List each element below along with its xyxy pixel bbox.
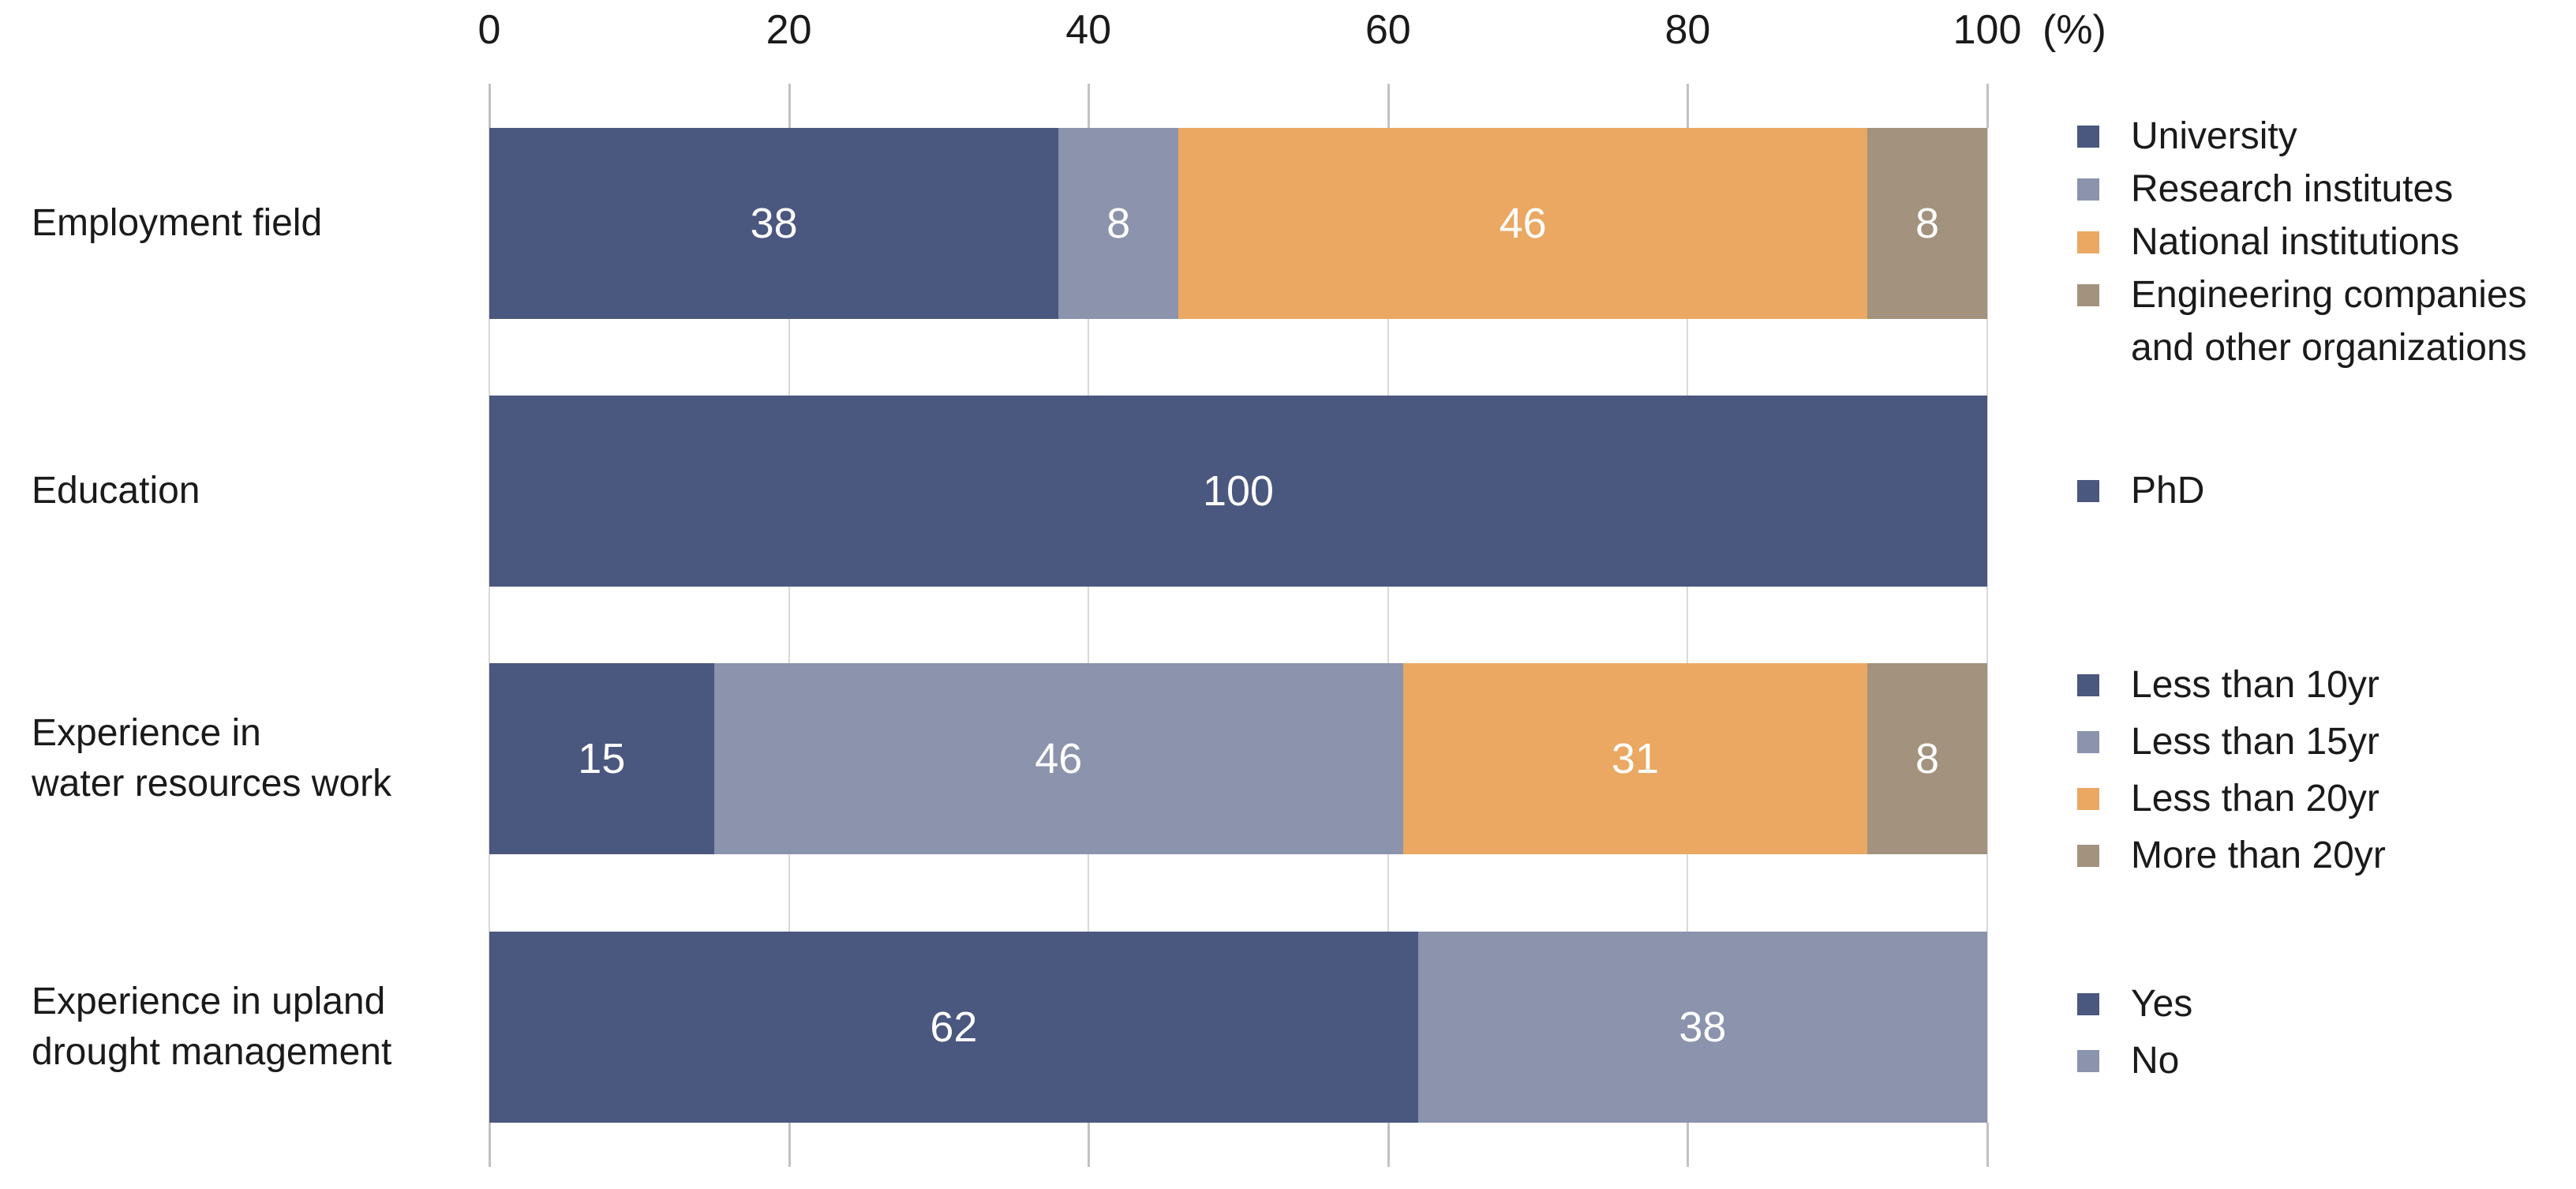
bar-1-segment-0: 100 xyxy=(489,396,1987,587)
bar-2-segment-3: 8 xyxy=(1867,663,1987,854)
bottom-tick-80 xyxy=(1687,1123,1690,1167)
category-label-0: Employment field xyxy=(32,202,323,244)
legend-label-2-0: Less than 10yr xyxy=(2131,664,2379,706)
bar-row-3: 62 38 xyxy=(489,932,1987,1123)
legend-swatch-0-0 xyxy=(2077,126,2099,148)
bottom-tick-100 xyxy=(1986,1123,1989,1167)
legend-swatch-2-2 xyxy=(2077,788,2099,810)
gridline-100 xyxy=(1986,128,1988,1167)
top-tick-60 xyxy=(1387,84,1390,128)
bottom-tick-20 xyxy=(788,1123,791,1167)
category-label-3: Experience in upland drought management xyxy=(32,981,392,1073)
category-label-2: Experience in water resources work xyxy=(32,712,392,805)
bar-0-segment-3-value: 8 xyxy=(1915,200,1940,247)
gridline-20 xyxy=(788,128,790,1167)
x-axis-tick-label-80: 80 xyxy=(1664,7,1711,53)
legend-swatch-3-0 xyxy=(2077,993,2099,1015)
bar-1-segment-0-value: 100 xyxy=(1202,467,1275,515)
bottom-tick-40 xyxy=(1088,1123,1091,1167)
gridline-40 xyxy=(1088,128,1090,1167)
legend-label-2-3: More than 20yr xyxy=(2131,835,2386,876)
legend-swatch-3-1 xyxy=(2077,1050,2099,1072)
gridline-0 xyxy=(489,128,490,1167)
x-axis-tick-label-60: 60 xyxy=(1365,7,1411,53)
bar-2-segment-3-value: 8 xyxy=(1915,735,1940,782)
bar-2-segment-2-value: 31 xyxy=(1611,735,1659,782)
x-axis-tick-label-20: 20 xyxy=(766,7,812,53)
legend-swatch-2-0 xyxy=(2077,674,2099,696)
legend-swatch-2-3 xyxy=(2077,845,2099,867)
x-axis-tick-label-0: 0 xyxy=(477,7,501,53)
legend-swatch-0-3 xyxy=(2077,284,2099,306)
legend-swatch-1-0 xyxy=(2077,480,2099,502)
bar-0-segment-0: 38 xyxy=(489,128,1059,319)
bar-2-segment-0: 15 xyxy=(489,663,714,854)
bar-row-0: 38 8 46 8 xyxy=(489,128,1987,319)
bar-0-segment-1: 8 xyxy=(1058,128,1179,319)
legend-label-0-3: Engineering companies xyxy=(2131,274,2527,316)
top-tick-0 xyxy=(489,84,491,128)
bar-0-segment-2: 46 xyxy=(1178,128,1868,319)
legend-label-2-2: Less than 20yr xyxy=(2131,778,2379,820)
bar-row-2: 15 46 31 8 xyxy=(489,663,1987,854)
top-tick-20 xyxy=(788,84,791,128)
bar-2-segment-2: 31 xyxy=(1402,663,1868,854)
legend-label-1-0: PhD xyxy=(2131,470,2205,512)
x-axis-tick-label-100: 100 xyxy=(1953,7,2022,53)
bar-2-segment-1-value: 46 xyxy=(1035,735,1083,782)
legend-swatch-2-1 xyxy=(2077,731,2099,753)
legend-swatch-0-1 xyxy=(2077,178,2099,201)
legend-label-0-3-cont: and other organizations xyxy=(2131,327,2527,369)
bottom-tick-0 xyxy=(489,1123,491,1167)
x-axis-tick-label-40: 40 xyxy=(1065,7,1112,53)
gridline-60 xyxy=(1387,128,1389,1167)
gridline-80 xyxy=(1687,128,1689,1167)
bar-3-segment-0-value: 62 xyxy=(930,1003,978,1051)
legend-label-2-1: Less than 15yr xyxy=(2131,721,2379,763)
bar-2-segment-0-value: 15 xyxy=(578,735,626,782)
bar-0-segment-0-value: 38 xyxy=(750,200,798,247)
bar-3-segment-1: 38 xyxy=(1417,932,1987,1123)
top-tick-100 xyxy=(1986,84,1989,128)
bar-3-segment-0: 62 xyxy=(489,932,1418,1123)
legend-swatch-0-2 xyxy=(2077,231,2099,253)
bar-0-segment-1-value: 8 xyxy=(1106,200,1131,247)
legend-label-0-0: University xyxy=(2131,115,2297,157)
legend-label-3-0: Yes xyxy=(2131,983,2193,1025)
bar-0-segment-2-value: 46 xyxy=(1499,200,1547,247)
top-tick-40 xyxy=(1088,84,1091,128)
bar-row-1: 100 xyxy=(489,396,1987,587)
top-tick-80 xyxy=(1687,84,1690,128)
bar-2-segment-1: 46 xyxy=(713,663,1403,854)
x-axis-unit-label: (%) xyxy=(2042,7,2106,53)
bar-3-segment-1-value: 38 xyxy=(1679,1003,1727,1051)
legend-label-3-1: No xyxy=(2131,1040,2180,1082)
legend-label-0-1: Research institutes xyxy=(2131,168,2454,210)
category-label-1: Education xyxy=(32,470,200,512)
legend-label-0-2: National institutions xyxy=(2131,221,2460,263)
bar-0-segment-3: 8 xyxy=(1867,128,1987,319)
bottom-tick-60 xyxy=(1387,1123,1390,1167)
